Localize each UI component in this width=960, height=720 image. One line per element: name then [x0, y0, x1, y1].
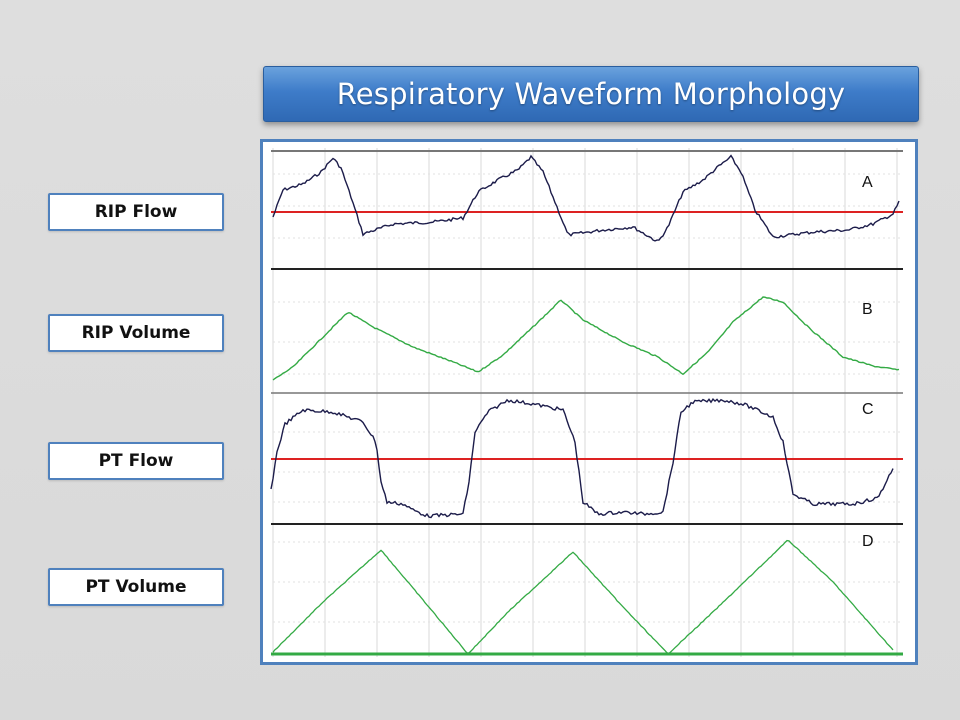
trace-pt-volume — [272, 539, 894, 655]
separator-layer — [271, 150, 903, 525]
label-rip-volume-text: RIP Volume — [81, 323, 191, 343]
label-pt-volume-text: PT Volume — [85, 577, 187, 597]
panel-letter-c: C — [862, 401, 874, 418]
trace-layer — [270, 154, 903, 656]
trace-rip-volume — [272, 296, 900, 381]
label-rip-flow: RIP Flow — [48, 193, 224, 231]
label-rip-flow-text: RIP Flow — [94, 202, 178, 222]
trace-pt-flow — [270, 397, 894, 519]
waveform-figure: A B C D — [260, 139, 918, 665]
panel-letter-b: B — [862, 301, 873, 318]
title-banner: Respiratory Waveform Morphology — [263, 66, 919, 122]
panel-letter-d: D — [862, 533, 874, 550]
panel-letter-a: A — [862, 174, 873, 191]
page-title: Respiratory Waveform Morphology — [336, 77, 846, 111]
grid-layer — [272, 148, 903, 657]
label-rip-volume: RIP Volume — [48, 314, 224, 352]
label-pt-volume: PT Volume — [48, 568, 224, 606]
waveform-svg: A B C D — [270, 148, 903, 657]
label-pt-flow: PT Flow — [48, 442, 224, 480]
trace-rip-flow — [272, 154, 900, 242]
label-pt-flow-text: PT Flow — [98, 451, 174, 471]
